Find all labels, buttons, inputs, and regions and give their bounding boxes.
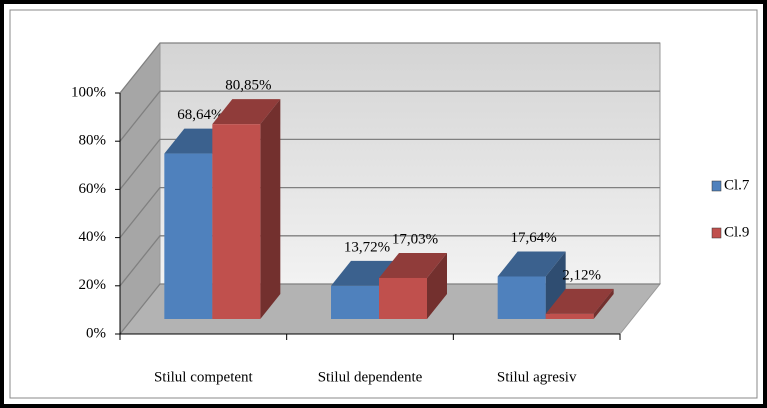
grid-line — [119, 283, 660, 335]
bar-side — [260, 99, 281, 320]
x-tick-label: Stilul competent — [154, 369, 254, 385]
bar-top — [545, 288, 614, 314]
bar-top — [212, 99, 281, 125]
legend-swatch — [711, 180, 722, 192]
bar-top — [379, 252, 447, 278]
y-tick-label: 0% — [86, 325, 106, 341]
value-label: 17,03% — [392, 231, 438, 247]
y-tick-label: 100% — [71, 84, 106, 100]
y-tick-label: 80% — [79, 133, 107, 149]
bar-side — [545, 251, 566, 319]
grid-line — [119, 42, 660, 94]
value-label: 13,72% — [344, 239, 390, 255]
value-label: 68,64% — [177, 107, 223, 123]
grid-line — [119, 186, 660, 239]
value-label: 2,12% — [562, 267, 601, 283]
grid-line — [119, 138, 660, 190]
bar — [379, 277, 427, 319]
bar-side — [427, 252, 447, 319]
value-label: 17,64% — [511, 230, 557, 246]
bar — [164, 153, 213, 319]
y-tick-label: 60% — [79, 181, 107, 197]
y-tick-label: 20% — [79, 277, 107, 293]
inner-frame — [9, 9, 758, 399]
legend-swatch — [711, 227, 722, 239]
value-label: 80,85% — [225, 78, 271, 94]
grid-line — [119, 235, 660, 287]
x-tick-label: Stilul dependente — [318, 369, 423, 385]
bar-top — [497, 251, 566, 277]
legend-label: Cl.7 — [724, 177, 750, 193]
legend-label: Cl.9 — [724, 224, 749, 240]
bar — [212, 124, 261, 320]
grid-line — [119, 90, 660, 142]
y-tick-label: 40% — [79, 229, 107, 245]
bar — [497, 276, 546, 319]
x-tick-label: Stilul agresiv — [497, 369, 577, 385]
left-wall — [120, 43, 160, 334]
bar-side — [593, 288, 614, 319]
bar — [545, 313, 594, 319]
bar — [331, 285, 379, 319]
